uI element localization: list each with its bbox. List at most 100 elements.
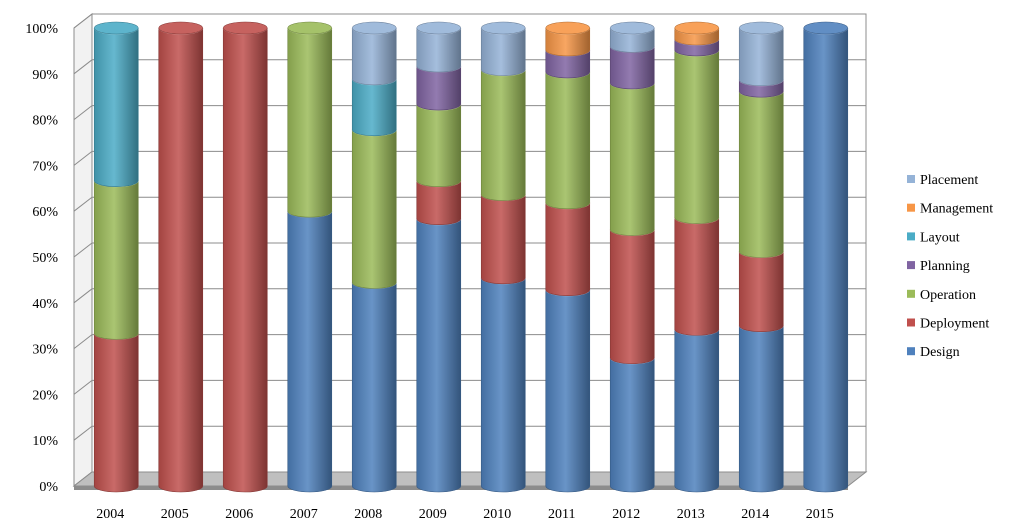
bar-top-cap [480, 21, 526, 35]
legend-swatch [907, 289, 915, 298]
y-tick-label: 30% [32, 343, 58, 358]
bar-segment-deployment [609, 229, 655, 365]
legend-swatch [907, 232, 915, 241]
legend-item-layout: Layout [907, 230, 960, 245]
bar-segment-layout [93, 27, 139, 187]
x-tick-label: 2015 [806, 507, 834, 522]
bar-top-cap [158, 21, 204, 35]
legend-item-operation: Operation [907, 288, 976, 303]
bar-2015 [803, 21, 849, 493]
bar-segment-operation [287, 27, 333, 218]
y-tick-label: 100% [25, 22, 58, 37]
bar-segment-placement [416, 27, 462, 73]
bar-top-cap [738, 21, 784, 35]
bar-segment-layout [351, 78, 397, 137]
bar-segment-operation [738, 91, 784, 258]
legend-label: Deployment [920, 317, 989, 332]
legend-label: Design [920, 345, 960, 360]
gridlines [73, 13, 866, 487]
legend-item-management: Management [907, 202, 993, 217]
y-tick-label: 90% [32, 68, 58, 83]
x-tick-label: 2010 [483, 507, 511, 522]
y-tick-label: 80% [32, 114, 58, 129]
bar-segment-operation [480, 69, 526, 201]
legend-item-placement: Placement [907, 173, 978, 188]
x-tick-label: 2004 [96, 507, 124, 522]
bar-segment-deployment [480, 194, 526, 285]
bar-segment-operation [93, 180, 139, 340]
y-tick-label: 20% [32, 388, 58, 403]
legend-item-design: Design [907, 345, 960, 360]
bar-segment-design [803, 27, 849, 493]
legend-swatch [907, 175, 915, 183]
bar-2006 [222, 21, 268, 493]
bar-segment-operation [416, 104, 462, 187]
legend-item-planning: Planning [907, 259, 970, 274]
bar-top-cap [803, 21, 849, 35]
x-tick-label: 2007 [290, 507, 318, 522]
bar-top-cap [222, 21, 268, 35]
bar-segment-operation [545, 71, 591, 210]
plot-floor [72, 471, 868, 490]
x-tick-label: 2009 [419, 507, 447, 522]
y-tick-label: 60% [32, 205, 58, 220]
legend-label: Placement [920, 173, 978, 188]
bar-segment-placement [351, 27, 397, 86]
bar-segment-design [351, 282, 397, 493]
legend: Placement Management Layout Planning Operati… [907, 173, 993, 360]
x-tick-label: 2006 [225, 507, 253, 522]
bar-segment-design [545, 289, 591, 493]
bar-top-cap [674, 21, 720, 35]
bar-segment-design [480, 277, 526, 493]
legend-label: Planning [920, 259, 970, 274]
bar-2009 [416, 21, 462, 493]
legend-label: Layout [920, 230, 960, 245]
legend-swatch [907, 261, 915, 270]
bar-segment-design [674, 329, 720, 493]
x-tick-label: 2013 [677, 507, 705, 522]
bar-2013 [674, 21, 720, 493]
y-tick-label: 70% [32, 159, 58, 174]
bar-2011 [545, 21, 591, 493]
x-tick-label: 2011 [548, 507, 575, 522]
x-tick-label: 2005 [161, 507, 189, 522]
bar-segment-deployment [674, 217, 720, 336]
bar-segment-design [416, 218, 462, 493]
x-tick-label: 2014 [741, 507, 769, 522]
y-tick-label: 40% [32, 297, 58, 312]
bar-segment-design [609, 357, 655, 493]
legend-swatch [907, 347, 915, 356]
y-tick-label: 50% [32, 251, 58, 266]
bar-segment-operation [609, 82, 655, 236]
bar-segment-placement [480, 27, 526, 76]
legend-label: Management [920, 202, 993, 217]
bar-2010 [480, 21, 526, 493]
bar-segment-operation [674, 49, 720, 224]
bar-2014 [738, 21, 784, 493]
bar-top-cap [609, 21, 655, 35]
bar-segment-planning [416, 65, 462, 111]
bar-top-cap [416, 21, 462, 35]
bar-segment-deployment [158, 27, 204, 493]
legend-label: Operation [920, 288, 976, 303]
y-tick-label: 10% [32, 434, 58, 449]
bar-2007 [287, 21, 333, 493]
legend-swatch [907, 318, 915, 327]
bars [93, 21, 849, 493]
bar-2004 [93, 21, 139, 493]
legend-swatch [907, 203, 915, 212]
bar-segment-deployment [93, 333, 139, 493]
bar-top-cap [545, 21, 591, 35]
bar-top-cap [351, 21, 397, 35]
legend-item-deployment: Deployment [907, 317, 989, 332]
bar-2005 [158, 21, 204, 493]
bar-2008 [351, 21, 397, 493]
bar-segment-design [287, 211, 333, 493]
bar-segment-operation [351, 129, 397, 289]
bar-segment-placement [738, 27, 784, 87]
bar-top-cap [93, 21, 139, 35]
bar-2012 [609, 21, 655, 493]
bar-segment-deployment [545, 202, 591, 297]
bar-segment-deployment [416, 180, 462, 226]
